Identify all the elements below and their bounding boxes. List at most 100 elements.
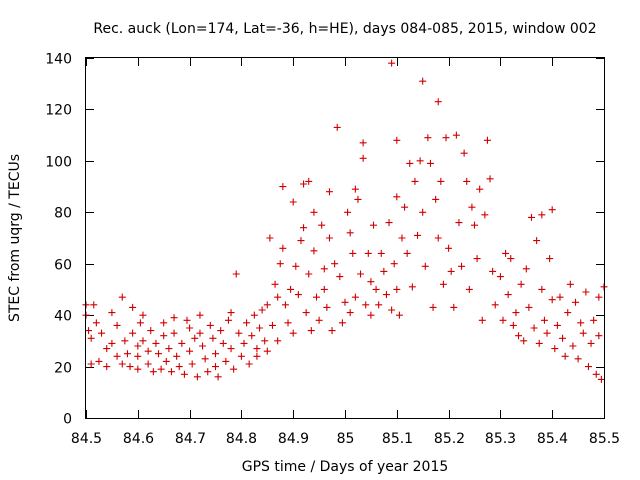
data-point [364,249,372,257]
data-point [398,234,406,242]
data-point [460,149,468,157]
data-point [491,301,499,309]
data-point [561,352,569,360]
data-point [489,267,497,275]
data-point [527,213,535,221]
data-point [595,332,603,340]
data-point [160,332,168,340]
data-point [445,244,453,252]
data-point [424,134,432,142]
data-point [367,311,375,319]
data-point [325,188,333,196]
x-tick-label: 85.1 [382,431,413,447]
data-point [204,368,212,376]
data-point [533,237,541,245]
data-point [569,342,577,350]
data-point [406,159,414,167]
data-point [463,177,471,185]
x-tick-label: 84.9 [278,431,309,447]
data-point [411,177,419,185]
data-point [452,131,460,139]
data-point [465,285,473,293]
data-point [574,355,582,363]
data-point [222,357,230,365]
data-point [582,288,590,296]
data-point [520,337,528,345]
data-point [175,363,183,371]
data-point [315,316,323,324]
data-point [421,262,429,270]
y-tick-label: 120 [45,103,72,119]
data-point [160,319,168,327]
x-tick-label: 84.6 [123,431,154,447]
data-point [502,249,510,257]
data-point [289,198,297,206]
data-point [129,329,137,337]
data-point [375,301,383,309]
data-point [258,306,266,314]
y-axis: 0 20 40 60 80 100 120 140 [45,52,604,428]
data-point [455,219,463,227]
data-point [196,329,204,337]
data-point [297,237,305,245]
data-point [349,249,357,257]
data-point [144,360,152,368]
data-point [263,347,271,355]
data-point [214,373,222,381]
data-point [512,309,520,317]
x-tick-label: 84.5 [71,431,102,447]
data-point [144,347,152,355]
data-point [385,219,393,227]
data-point [572,298,580,306]
data-point [318,221,326,229]
y-tick-label: 40 [54,309,72,325]
data-point [108,309,116,317]
data-point [206,321,214,329]
data-point [584,363,592,371]
data-point [248,332,256,340]
data-point [323,303,331,311]
data-point [556,293,564,301]
data-point [478,316,486,324]
data-point [157,365,165,373]
x-axis: 84.5 84.6 84.7 84.8 84.9 85 85.1 85.2 85.3 85.4 85… [71,58,620,447]
data-point [292,262,300,270]
data-point [486,175,494,183]
data-point [367,278,375,286]
data-point [121,337,129,345]
data-point [180,370,188,378]
data-point [382,291,390,299]
data-point [227,345,235,353]
data-point [481,211,489,219]
data-point [98,329,106,337]
data-point [95,357,103,365]
x-tick-label: 85.3 [485,431,516,447]
x-tick-label: 85.5 [589,431,620,447]
data-point [173,352,181,360]
data-point [538,285,546,293]
data-point [240,339,248,347]
data-point [170,314,178,322]
data-point [250,311,258,319]
data-point [393,285,401,293]
data-point [193,373,201,381]
data-point [388,59,396,67]
data-point [281,301,289,309]
data-point [90,301,98,309]
data-point [147,327,155,335]
data-point [310,208,318,216]
x-tick-label: 84.8 [226,431,257,447]
data-point [261,337,269,345]
data-point [372,285,380,293]
data-point [134,365,142,373]
data-point [346,309,354,317]
x-tick-label: 84.7 [175,431,206,447]
data-point [414,231,422,239]
data-point [551,345,559,353]
data-point [165,345,173,353]
data-point [266,234,274,242]
data-point [232,270,240,278]
data-point [577,319,585,327]
data-point [468,203,476,211]
data-point [439,280,447,288]
